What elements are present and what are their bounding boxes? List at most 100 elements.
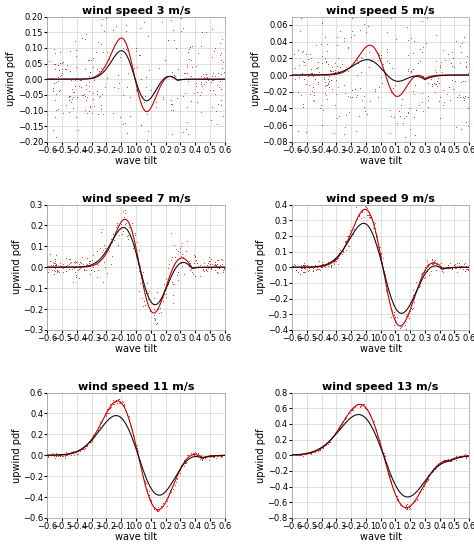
Point [61, 259, 69, 268]
Point [445, 455, 452, 463]
Point [425, 261, 432, 269]
Point [338, 421, 346, 430]
Point [441, 56, 449, 64]
Point [380, 80, 387, 89]
Point [161, 496, 169, 505]
Point [315, 77, 322, 86]
Point [414, 289, 421, 298]
Point [330, 261, 337, 270]
Point [157, 19, 165, 28]
Point [159, 289, 166, 298]
Point [116, 396, 123, 404]
Point [79, 262, 87, 271]
Point [126, 115, 133, 124]
Point [358, 82, 366, 90]
Point [46, 62, 54, 71]
Point [402, 503, 410, 511]
Point [420, 262, 428, 271]
Point [156, 104, 164, 112]
Point [57, 262, 65, 271]
Point [333, 261, 340, 269]
Point [179, 464, 186, 473]
Point [379, 56, 387, 64]
Point [64, 44, 71, 53]
Point [300, 262, 307, 271]
Point [354, 44, 362, 53]
Point [171, 257, 178, 266]
Point [464, 267, 471, 276]
Point [52, 450, 59, 459]
Point [217, 271, 225, 279]
Point [392, 91, 399, 100]
Point [136, 41, 144, 50]
Point [465, 263, 473, 272]
Point [90, 62, 97, 71]
Point [208, 52, 216, 61]
Point [77, 262, 85, 271]
Point [217, 63, 225, 72]
Point [409, 26, 417, 35]
Point [168, 483, 175, 492]
Point [130, 2, 137, 10]
Point [391, 309, 398, 318]
Point [365, 23, 372, 31]
Point [164, 55, 172, 63]
Point [140, 89, 148, 98]
Point [180, 82, 187, 91]
Point [384, 293, 392, 302]
Point [370, 420, 378, 429]
Point [63, 35, 71, 44]
Point [82, 94, 90, 102]
Point [167, 485, 175, 494]
Point [296, 70, 303, 79]
Point [220, 125, 228, 133]
Point [215, 30, 223, 39]
Point [373, 1, 381, 9]
Point [390, 485, 398, 494]
Point [58, 450, 66, 459]
Point [430, 263, 438, 272]
Point [330, 64, 337, 73]
Point [98, 110, 106, 119]
Point [438, 264, 446, 273]
Point [125, 125, 132, 133]
Point [49, 69, 57, 78]
Point [348, 52, 356, 61]
Point [103, 411, 110, 420]
Point [314, 266, 322, 274]
Point [164, 37, 172, 46]
Point [156, 504, 164, 512]
Point [74, 447, 82, 456]
Point [72, 263, 80, 272]
Point [73, 32, 81, 41]
Point [106, 242, 114, 251]
Point [141, 185, 148, 194]
Point [182, 94, 190, 102]
Point [93, 263, 101, 272]
Point [354, 209, 361, 218]
Point [206, 51, 214, 60]
Point [439, 264, 447, 273]
Point [173, 478, 181, 487]
Point [173, 107, 181, 116]
Point [392, 314, 399, 323]
Point [100, 415, 108, 424]
Point [343, 64, 351, 73]
Point [196, 261, 204, 269]
Point [329, 89, 337, 98]
Point [45, 450, 53, 459]
Point [87, 73, 94, 82]
Point [139, 263, 146, 272]
Point [379, 448, 386, 457]
Point [162, 498, 170, 507]
Point [442, 263, 449, 272]
Point [89, 53, 97, 62]
Point [332, 429, 340, 437]
Point [147, 90, 155, 99]
Point [451, 266, 458, 274]
Point [174, 467, 182, 476]
Point [321, 87, 329, 96]
Point [152, 279, 160, 288]
Point [126, 37, 134, 46]
Point [112, 396, 120, 405]
